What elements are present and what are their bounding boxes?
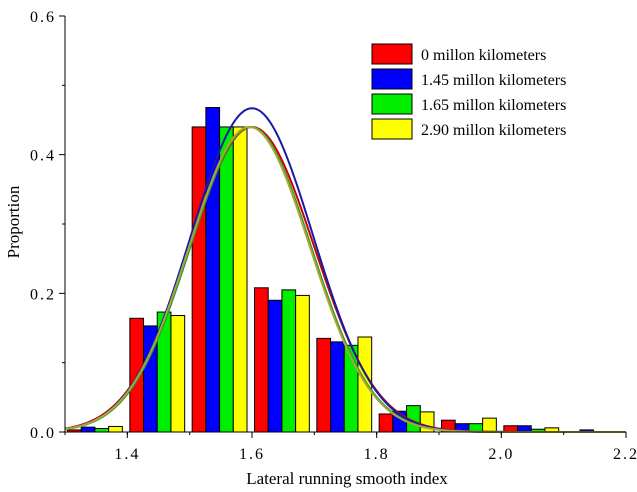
x-tick-label: 1.8 (364, 446, 390, 463)
bar (482, 417, 497, 433)
legend-label: 1.65 millon kilometers (421, 97, 566, 114)
axes-layer: 1.4 1.6 1.8 2.0 2.2 0.0 0.2 0.4 0.6 (30, 9, 637, 463)
y-tick-label: 0.2 (30, 286, 56, 303)
bar (295, 294, 310, 433)
bar (357, 336, 373, 433)
legend-swatch (371, 68, 413, 90)
bar (191, 126, 207, 433)
x-tick-label: 1.4 (114, 446, 140, 463)
legend-swatch (371, 93, 413, 115)
legend-label: 1.45 millon kilometers (421, 72, 566, 89)
x-axis-title: Lateral running smooth index (246, 469, 448, 488)
bar (94, 428, 110, 433)
bar (80, 426, 96, 433)
x-tick-label: 1.6 (239, 446, 265, 463)
x-tick-label: 2.2 (613, 446, 637, 463)
bar (219, 126, 234, 433)
bar (330, 341, 345, 433)
bar (253, 287, 269, 433)
y-axis-title: Proportion (4, 185, 23, 258)
legend-label: 0 millon kilometers (421, 47, 546, 64)
bars-layer (66, 107, 595, 433)
bar (267, 299, 283, 433)
legend: 0 millon kilometers 1.45 millon kilometer… (371, 43, 566, 140)
bar (316, 337, 332, 433)
legend-label: 2.90 millon kilometers (421, 122, 566, 139)
bar (108, 425, 123, 433)
y-tick-label: 0.6 (30, 9, 56, 26)
bar (378, 413, 394, 433)
legend-swatch (371, 43, 413, 65)
bar (281, 289, 297, 433)
bar (232, 126, 248, 433)
legend-swatch (371, 118, 413, 140)
y-tick-label: 0.4 (30, 148, 56, 165)
bar (170, 315, 186, 433)
y-tick-label: 0.0 (30, 425, 56, 442)
x-tick-label: 2.0 (488, 446, 514, 463)
